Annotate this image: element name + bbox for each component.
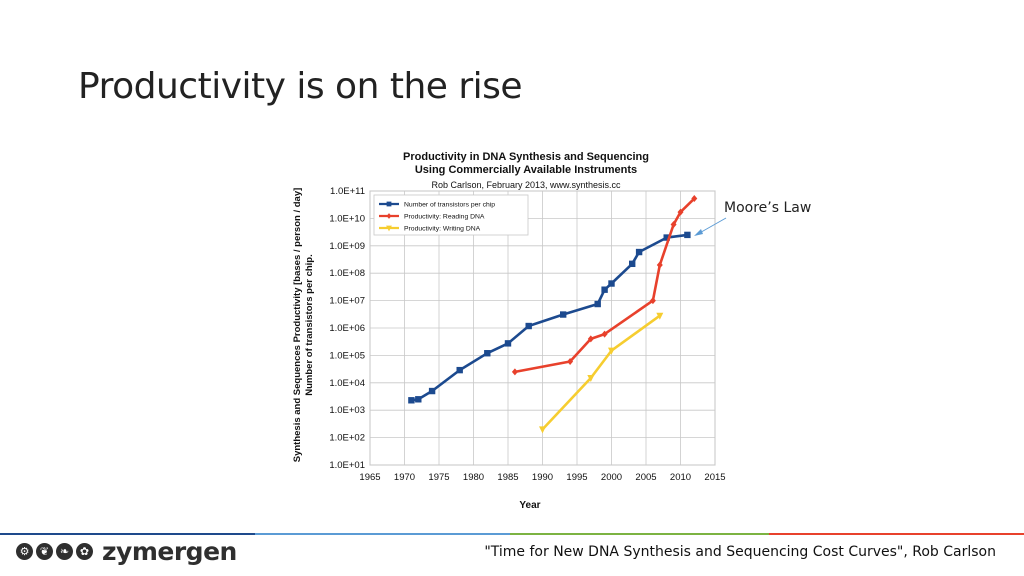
y-tick-label: 1.0E+11 — [330, 186, 365, 197]
moores-law-callout: Moore’s Law — [724, 200, 812, 216]
slide-title: Productivity is on the rise — [78, 66, 523, 107]
y-tick-label: 1.0E+10 — [329, 213, 365, 224]
y-axis-label-line2: Number of transistors per chip. — [304, 254, 315, 395]
x-tick-label: 2010 — [670, 472, 691, 483]
data-point — [539, 426, 546, 434]
footer-rule-segment — [255, 533, 510, 535]
series-line — [541, 314, 661, 431]
x-tick-label: 1965 — [359, 472, 380, 483]
y-tick-label: 1.0E+09 — [329, 241, 365, 252]
data-point — [608, 280, 615, 287]
data-point — [386, 201, 392, 207]
chart-svg: Productivity in DNA Synthesis and Sequen… — [292, 151, 726, 511]
data-point — [484, 350, 491, 357]
chart-title-line2: Using Commercially Available Instruments — [415, 164, 637, 176]
series — [539, 312, 664, 434]
data-point — [456, 366, 463, 374]
y-tick-label: 1.0E+04 — [329, 378, 365, 389]
citation-text: "Time for New DNA Synthesis and Sequenci… — [484, 544, 996, 560]
data-point — [415, 396, 422, 403]
data-point — [504, 340, 512, 347]
legend-label: Productivity: Writing DNA — [404, 226, 481, 233]
data-point — [408, 397, 415, 404]
y-axis-label-line1: Synthesis and Sequences Productivity [ba… — [292, 188, 303, 463]
x-tick-label: 2015 — [704, 472, 725, 483]
data-point — [386, 225, 392, 232]
zymergen-logo: ⚙ ❦ ❧ ✿ zymergen — [16, 536, 237, 566]
y-tick-label: 1.0E+05 — [329, 350, 365, 361]
data-point — [691, 195, 698, 203]
gear-icon: ✿ — [76, 542, 93, 560]
data-point — [663, 234, 670, 241]
y-tick-label: 1.0E+06 — [329, 323, 365, 334]
callout-arrow-icon — [694, 217, 727, 236]
legend-label: Number of transistors per chip — [404, 202, 495, 209]
gear-icon: ⚙ — [16, 542, 33, 560]
data-point — [670, 220, 677, 228]
x-tick-label: 1970 — [394, 472, 415, 483]
data-point — [428, 387, 436, 395]
data-point — [677, 208, 684, 216]
leaf-icon: ❦ — [36, 542, 53, 560]
data-point — [525, 322, 532, 330]
data-point — [567, 357, 574, 365]
data-point — [649, 297, 656, 305]
x-tick-label: 1985 — [497, 472, 518, 483]
footer-rule-segment — [769, 533, 1024, 535]
x-axis-label: Year — [519, 500, 540, 511]
data-point — [635, 248, 643, 256]
x-tick-label: 1990 — [532, 472, 553, 483]
data-point — [587, 335, 594, 343]
data-point — [511, 368, 518, 376]
legend-box — [373, 194, 529, 236]
data-point — [608, 347, 615, 355]
callout-arrow-head — [694, 229, 703, 236]
x-tick-label: 1975 — [428, 472, 449, 483]
data-point — [684, 231, 691, 239]
y-tick-label: 1.0E+01 — [329, 460, 365, 471]
legend-label: Productivity: Reading DNA — [404, 214, 485, 221]
chart: Productivity in DNA Synthesis and Sequen… — [285, 140, 735, 520]
series — [511, 195, 698, 376]
footer-rule-segment — [0, 533, 255, 535]
data-point — [594, 300, 601, 308]
data-point — [601, 330, 608, 338]
y-tick-label: 1.0E+07 — [329, 296, 365, 307]
x-tick-label: 2005 — [635, 472, 656, 483]
x-tick-label: 1980 — [463, 472, 484, 483]
y-tick-label: 1.0E+08 — [329, 268, 365, 279]
x-tick-label: 2000 — [601, 472, 622, 483]
data-point — [656, 261, 663, 269]
data-point — [629, 260, 636, 268]
data-point — [601, 286, 608, 293]
brand-wordmark: zymergen — [102, 536, 237, 566]
y-tick-label: 1.0E+03 — [329, 405, 365, 416]
series — [408, 231, 691, 404]
data-point — [587, 374, 595, 382]
data-point — [560, 311, 567, 318]
leaf-icon: ❧ — [56, 542, 73, 560]
chart-title-line1: Productivity in DNA Synthesis and Sequen… — [403, 151, 649, 163]
footer-rule-segment — [510, 533, 769, 535]
data-point — [656, 312, 664, 320]
x-tick-label: 1995 — [566, 472, 587, 483]
footer-rule — [0, 533, 1024, 535]
chart-subtitle: Rob Carlson, February 2013, www.synthesi… — [431, 180, 621, 190]
y-tick-label: 1.0E+02 — [329, 433, 365, 444]
